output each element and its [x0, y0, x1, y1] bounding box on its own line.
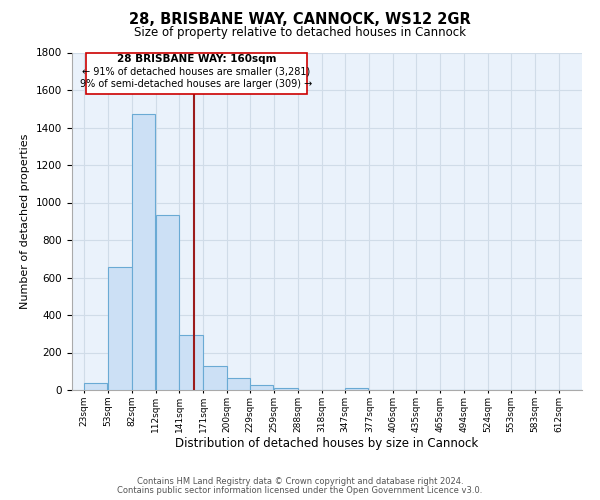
Text: 28 BRISBANE WAY: 160sqm: 28 BRISBANE WAY: 160sqm: [117, 54, 276, 64]
Text: 9% of semi-detached houses are larger (309) →: 9% of semi-detached houses are larger (3…: [80, 80, 313, 90]
Y-axis label: Number of detached properties: Number of detached properties: [20, 134, 31, 309]
Bar: [203, 366, 227, 390]
Text: Size of property relative to detached houses in Cannock: Size of property relative to detached ho…: [134, 26, 466, 39]
Text: Contains public sector information licensed under the Open Government Licence v3: Contains public sector information licen…: [118, 486, 482, 495]
Bar: [250, 386, 274, 390]
Text: 28, BRISBANE WAY, CANNOCK, WS12 2GR: 28, BRISBANE WAY, CANNOCK, WS12 2GR: [129, 12, 471, 28]
Bar: [227, 378, 250, 390]
Bar: [156, 214, 179, 390]
Text: Contains HM Land Registry data © Crown copyright and database right 2024.: Contains HM Land Registry data © Crown c…: [137, 477, 463, 486]
Text: ← 91% of detached houses are smaller (3,281): ← 91% of detached houses are smaller (3,…: [82, 66, 311, 76]
FancyBboxPatch shape: [86, 52, 307, 94]
Bar: [274, 388, 298, 390]
Bar: [131, 114, 155, 390]
Bar: [345, 388, 368, 390]
Bar: [108, 267, 131, 390]
X-axis label: Distribution of detached houses by size in Cannock: Distribution of detached houses by size …: [175, 438, 479, 450]
Bar: [84, 382, 107, 390]
Bar: [179, 334, 203, 390]
